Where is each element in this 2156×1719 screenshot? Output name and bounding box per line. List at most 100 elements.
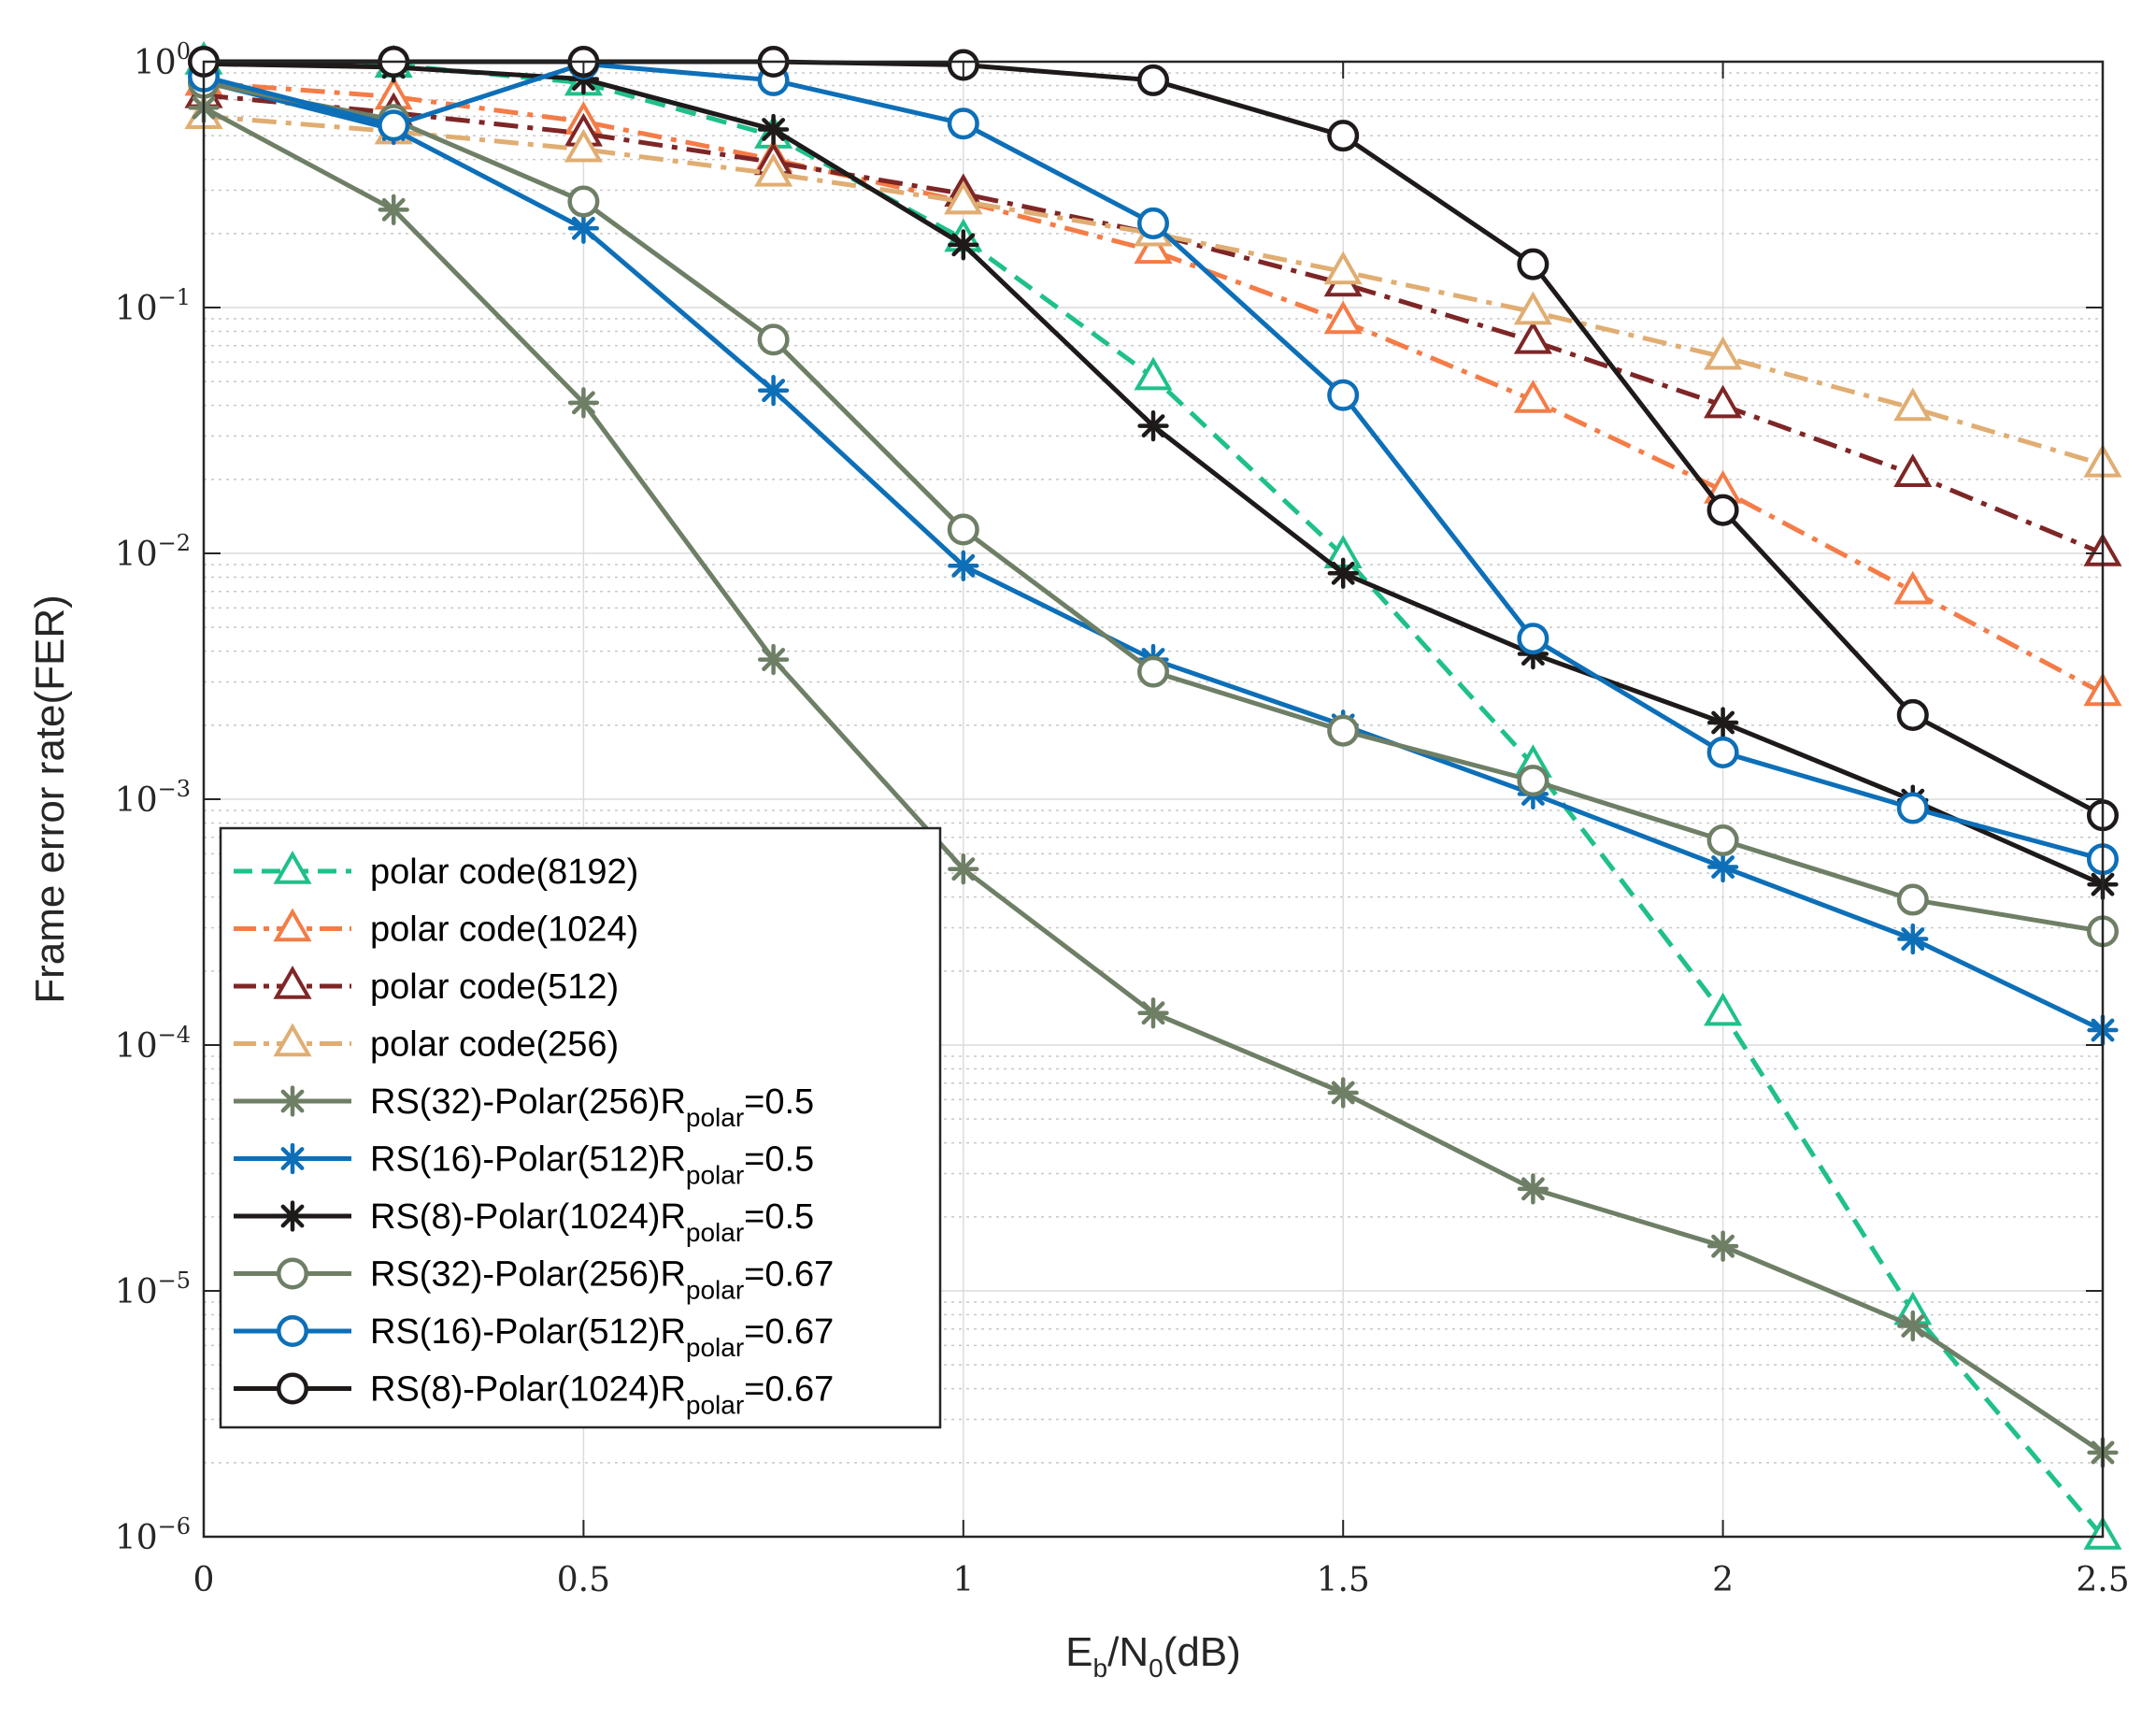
legend-marker xyxy=(273,908,312,942)
data-point xyxy=(1893,387,1933,422)
data-point xyxy=(1137,409,1169,442)
data-point xyxy=(1704,336,1743,370)
data-point xyxy=(1706,851,1739,883)
data-point xyxy=(1136,64,1170,96)
legend-label: RS(8)-Polar(1024)Rpolar=0.67 xyxy=(370,1370,834,1420)
data-point xyxy=(1897,1310,1929,1342)
data-point xyxy=(1706,707,1739,738)
legend-label: RS(8)-Polar(1024)Rpolar=0.5 xyxy=(370,1197,814,1247)
marker-stroke xyxy=(1141,1001,1165,1025)
marker-stroke xyxy=(951,553,976,578)
marker-stroke xyxy=(571,391,595,415)
data-point xyxy=(948,229,979,261)
marker-stroke xyxy=(1711,710,1735,735)
data-point xyxy=(567,212,600,244)
marker-stroke xyxy=(951,857,976,881)
data-point xyxy=(1517,1173,1549,1205)
data-point xyxy=(1134,230,1173,265)
x-tick-label: 0.5 xyxy=(557,1561,610,1599)
data-point xyxy=(947,107,979,140)
legend-marker xyxy=(277,1085,308,1117)
data-point xyxy=(1896,698,1929,731)
data-point xyxy=(1327,120,1360,152)
data-point xyxy=(1896,883,1929,916)
data-point xyxy=(1327,1077,1359,1109)
data-point xyxy=(1513,320,1552,354)
data-point xyxy=(1323,251,1363,285)
x-tick-label: 0 xyxy=(193,1561,215,1599)
marker-stroke xyxy=(1141,414,1165,438)
data-point xyxy=(1706,1230,1739,1262)
data-point xyxy=(1327,714,1360,747)
x-axis-label: Eb/N0(dB) xyxy=(1065,1629,1241,1683)
x-tick-label: 2 xyxy=(1712,1561,1734,1599)
legend-item: RS(16)-Polar(512)Rpolar=0.67 xyxy=(234,1312,834,1362)
legend-item: RS(32)-Polar(256)Rpolar=0.5 xyxy=(234,1082,814,1132)
legend-marker xyxy=(273,1023,312,1057)
marker-stroke xyxy=(1711,855,1735,879)
legend-marker xyxy=(277,1200,308,1232)
legend-marker xyxy=(276,1372,309,1405)
y-axis-label: Frame error rate(FER) xyxy=(27,594,73,1004)
x-tick-label: 1.5 xyxy=(1317,1561,1370,1599)
x-tick-label: 2.5 xyxy=(2076,1561,2129,1599)
data-point xyxy=(944,180,983,215)
y-tick-label: 10−5 xyxy=(115,1268,191,1311)
data-point xyxy=(1513,380,1552,413)
data-point xyxy=(1517,765,1549,797)
y-tick-label: 100 xyxy=(134,38,191,82)
data-point xyxy=(1327,379,1360,411)
marker-stroke xyxy=(762,118,786,141)
data-point xyxy=(757,113,790,146)
legend-item: polar code(1024) xyxy=(234,908,638,950)
data-point xyxy=(1893,453,1933,487)
marker-stroke xyxy=(762,379,786,403)
legend-marker xyxy=(276,1257,309,1290)
marker-stroke xyxy=(1521,1177,1545,1201)
data-point xyxy=(1136,655,1170,688)
marker-stroke xyxy=(280,1204,305,1228)
legend-item: RS(16)-Polar(512)Rpolar=0.5 xyxy=(234,1140,814,1190)
y-tick-label: 10−3 xyxy=(115,776,191,820)
marker-stroke xyxy=(1331,1081,1355,1105)
data-point xyxy=(1517,248,1549,280)
data-point xyxy=(567,185,600,218)
data-point xyxy=(1517,623,1549,655)
marker-stroke xyxy=(1711,1234,1735,1258)
legend-label: RS(16)-Polar(512)Rpolar=0.5 xyxy=(370,1140,814,1190)
marker-stroke xyxy=(571,216,595,240)
y-tick-label: 10−1 xyxy=(115,284,191,328)
data-point xyxy=(378,193,409,225)
data-point xyxy=(564,128,603,163)
data-point xyxy=(757,375,790,407)
data-point xyxy=(1893,570,1933,605)
data-point xyxy=(757,323,790,356)
y-tick-label: 10−2 xyxy=(115,530,191,574)
marker-stroke xyxy=(280,1147,305,1170)
data-point xyxy=(1327,557,1359,589)
x-tick-label: 1 xyxy=(952,1561,974,1599)
data-point xyxy=(754,152,793,187)
marker-stroke xyxy=(280,1089,305,1113)
data-point xyxy=(948,853,979,885)
data-point xyxy=(947,513,979,546)
series-line xyxy=(203,80,2105,695)
legend-label: polar code(1024) xyxy=(370,910,638,950)
legend-label: polar code(256) xyxy=(370,1025,619,1065)
marker-stroke xyxy=(381,197,406,222)
legend-label: polar code(8192) xyxy=(370,852,638,892)
legend-item: polar code(8192) xyxy=(234,850,638,892)
legend-label: RS(32)-Polar(256)Rpolar=0.67 xyxy=(370,1255,834,1305)
axis-labels: Eb/N0(dB) Frame error rate(FER) xyxy=(27,594,1241,1683)
legend-label: RS(16)-Polar(512)Rpolar=0.67 xyxy=(370,1312,834,1362)
legend-item: polar code(256) xyxy=(234,1023,619,1065)
y-tick-label: 10−4 xyxy=(115,1022,191,1066)
legend: polar code(8192) polar code(1024) polar co… xyxy=(219,826,942,1429)
legend-label: RS(32)-Polar(256)Rpolar=0.5 xyxy=(370,1082,814,1132)
legend-marker xyxy=(273,850,312,884)
data-point xyxy=(1706,494,1739,526)
marker-stroke xyxy=(1901,1314,1925,1338)
data-point xyxy=(1704,992,1743,1026)
